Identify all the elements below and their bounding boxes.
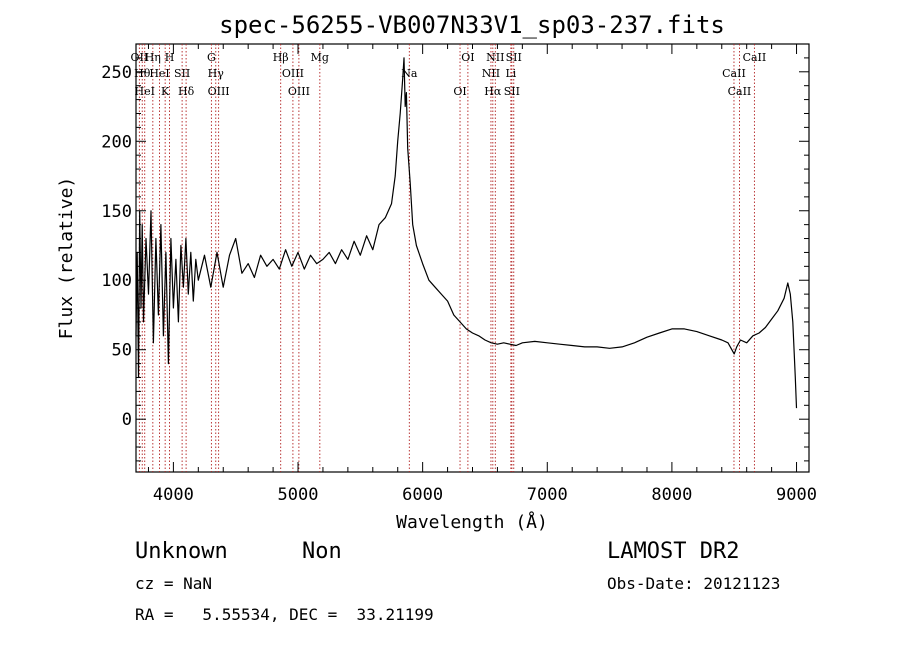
line-marker-label-9: G: [207, 51, 216, 64]
spectral-class: Unknown: [135, 539, 228, 564]
spectrum-line-0: [135, 57, 798, 409]
line-marker-label-17: OI: [453, 85, 466, 98]
y-tick-label-0: 0: [122, 410, 132, 430]
x-tick-label-8000: 8000: [651, 485, 692, 505]
line-marker-label-27: CaII: [743, 51, 767, 64]
line-marker-label-11: OIII: [208, 85, 230, 98]
redshift-cz: cz = NaN: [135, 574, 212, 593]
line-marker-label-5: K: [161, 85, 170, 98]
line-marker-label-26: CaII: [728, 85, 752, 98]
x-axis-label: Wavelength (Å): [396, 511, 548, 533]
x-tick-label-4000: 4000: [153, 485, 194, 505]
y-tick-label-200: 200: [101, 132, 132, 152]
y-tick-label-50: 50: [112, 341, 132, 361]
y-tick-label-250: 250: [101, 63, 132, 83]
plot-frame: [135, 43, 810, 473]
line-marker-label-25: CaII: [722, 67, 746, 80]
line-marker-labels: OIIHθHeIHηHeIKHSIIHδGHγOIIIHβOIIIOIIIMgN…: [131, 51, 767, 98]
x-axis-ticks: 4000 5000 6000 7000 8000 9000: [147, 44, 817, 505]
spectrum-series: [135, 57, 798, 409]
x-tick-label-6000: 6000: [402, 485, 443, 505]
line-marker-label-18: OI: [461, 51, 474, 64]
line-marker-label-1: Hθ: [134, 67, 151, 80]
x-tick-label-5000: 5000: [278, 485, 319, 505]
line-marker-label-13: OIII: [282, 67, 304, 80]
line-marker-label-23: SII: [504, 85, 520, 98]
y-axis-label: Flux (relative): [56, 177, 77, 340]
y-tick-label-150: 150: [101, 202, 132, 222]
line-marker-label-19: NII: [482, 67, 500, 80]
line-marker-label-12: Hβ: [273, 51, 289, 64]
line-marker-label-20: Hα: [484, 85, 502, 98]
line-marker-label-22: Li: [505, 67, 516, 80]
y-tick-label-100: 100: [101, 271, 132, 291]
chart-title: spec-56255-VB007N33V1_sp03-237.fits: [219, 11, 725, 39]
line-marker-label-6: H: [165, 51, 175, 64]
line-marker-label-3: Hη: [145, 51, 161, 64]
line-marker-label-24: SII: [506, 51, 522, 64]
line-marker-label-21: NII: [486, 51, 504, 64]
x-tick-label-9000: 9000: [776, 485, 817, 505]
y-axis-ticks: 0 50 100 150 200 250: [101, 57, 809, 462]
line-markers: [138, 44, 755, 472]
line-marker-label-16: Na: [401, 67, 418, 80]
line-marker-label-4: HeI: [149, 67, 169, 80]
observation-date: Obs-Date: 20121123: [607, 574, 780, 593]
line-marker-label-15: Mg: [311, 51, 329, 64]
x-tick-label-7000: 7000: [527, 485, 568, 505]
spectral-subclass: Non: [302, 539, 342, 564]
survey-name: LAMOST DR2: [607, 539, 739, 564]
ra-dec: RA = 5.55534, DEC = 33.21199: [135, 605, 434, 624]
line-marker-label-14: OIII: [288, 85, 310, 98]
line-marker-label-10: Hγ: [208, 67, 225, 80]
line-marker-label-7: SII: [174, 67, 190, 80]
line-marker-label-8: Hδ: [178, 85, 195, 98]
line-marker-label-2: HeI: [134, 85, 154, 98]
